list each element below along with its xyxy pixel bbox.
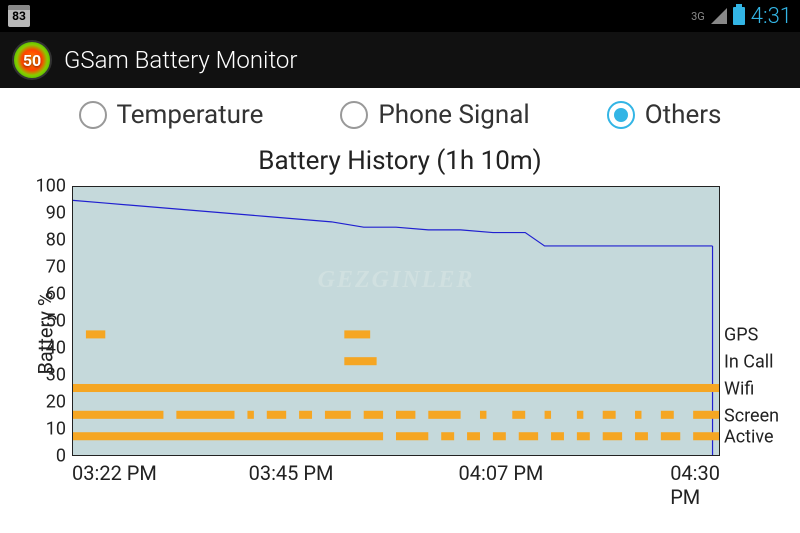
chart-area: Battery History (1h 10m) Battery % 01020… [0,142,800,476]
y-tick: 0 [56,446,66,467]
state-label-active: Active [724,427,774,448]
state-label-in-call: In Call [724,351,774,372]
tab-row: Temperature Phone Signal Others [0,88,800,142]
y-tick: 100 [36,176,66,197]
state-label-gps: GPS [724,324,758,345]
status-bar: 83 3G 4:31 [0,0,800,32]
action-bar: 50 GSam Battery Monitor [0,32,800,88]
y-tick: 80 [46,230,66,251]
x-tick: 03:45 PM [249,461,334,485]
state-labels: GPS In Call Wifi ScreenActive [722,186,788,456]
y-tick: 40 [46,338,66,359]
radio-icon [79,101,107,129]
state-label-screen: Screen [724,405,779,426]
clock: 4:31 [751,4,792,29]
y-tick: 70 [46,257,66,278]
y-tick: 10 [46,419,66,440]
chart-title: Battery History (1h 10m) [0,142,800,176]
radio-icon [340,101,368,129]
signal-icon [711,8,727,24]
y-tick: 60 [46,284,66,305]
calendar-icon: 83 [8,5,30,27]
x-tick: 04:07 PM [459,461,544,485]
x-ticks: 03:22 PM03:45 PM04:07 PM04:30 PM [72,461,720,491]
y-ticks: 0102030405060708090100 [30,186,70,456]
app-title: GSam Battery Monitor [64,46,297,74]
tab-label: Temperature [117,100,264,130]
y-tick: 30 [46,365,66,386]
tab-label: Others [645,100,722,130]
y-tick: 50 [46,311,66,332]
watermark: GEZGINLER [318,267,475,294]
status-left: 83 [8,5,30,27]
tab-phone-signal[interactable]: Phone Signal [340,100,529,130]
radio-icon [607,101,635,129]
y-tick: 20 [46,392,66,413]
network-3g-label: 3G [691,10,705,23]
tab-others[interactable]: Others [607,100,722,130]
plot-area[interactable]: GEZGINLER [72,186,720,456]
calendar-day: 83 [12,9,26,23]
x-tick: 04:30 PM [670,461,720,509]
y-tick: 90 [46,203,66,224]
battery-icon [733,7,745,25]
chart-container: Battery % 0102030405060708090100 GEZGINL… [10,176,790,476]
chart-svg [73,187,719,455]
state-label-wifi: Wifi [724,378,754,399]
app-icon-value: 50 [23,51,41,70]
status-right: 3G 4:31 [691,4,792,29]
tab-temperature[interactable]: Temperature [79,100,264,130]
x-tick: 03:22 PM [72,461,157,485]
tab-label: Phone Signal [378,100,529,130]
app-icon[interactable]: 50 [12,40,52,80]
